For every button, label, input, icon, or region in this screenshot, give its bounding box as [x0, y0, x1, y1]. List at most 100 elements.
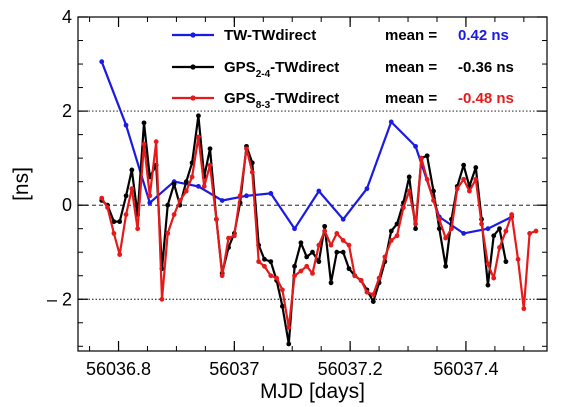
legend-marker	[190, 32, 196, 38]
data-point	[117, 219, 123, 225]
data-point	[256, 259, 262, 265]
series-layer	[99, 59, 539, 347]
data-point	[431, 188, 436, 194]
data-point	[443, 263, 449, 269]
data-point	[268, 259, 274, 265]
data-point	[388, 238, 394, 243]
series-line	[100, 61, 513, 235]
series-line	[101, 114, 507, 345]
x-axis-title: MJD [days]	[260, 380, 365, 403]
tick-labels: 56036.8 56037 56037.2 56037.4 – 2 0 2 4	[47, 7, 499, 379]
data-point	[129, 167, 135, 173]
data-point	[196, 134, 201, 140]
data-point	[413, 143, 418, 149]
data-point	[376, 275, 382, 281]
data-point	[147, 193, 153, 199]
data-point	[159, 296, 165, 302]
data-point	[497, 245, 502, 250]
data-point	[231, 233, 237, 239]
legend-series-label: TW-TWdirect	[224, 27, 316, 44]
data-point	[196, 183, 201, 189]
data-point	[509, 212, 515, 217]
legend-series-label: GPS2-4-TWdirect	[224, 59, 339, 80]
data-point	[413, 221, 418, 227]
gridlines	[78, 110, 547, 300]
data-point	[515, 256, 521, 262]
data-point	[328, 242, 334, 248]
data-point	[346, 266, 352, 272]
data-point	[274, 275, 280, 281]
data-point	[123, 193, 129, 199]
data-point	[99, 59, 105, 65]
data-point	[364, 289, 370, 295]
data-point	[491, 233, 497, 239]
y-tick-label: 0	[62, 195, 72, 215]
data-point	[117, 252, 123, 257]
plot-frame	[77, 16, 548, 352]
data-point	[388, 119, 394, 125]
data-point	[449, 226, 454, 232]
data-point	[219, 273, 225, 279]
data-point	[141, 141, 147, 147]
data-point	[189, 174, 195, 180]
data-point	[207, 162, 213, 168]
data-point	[123, 122, 129, 128]
data-point	[497, 226, 502, 232]
data-point	[340, 249, 346, 255]
data-point	[268, 273, 274, 279]
data-point	[521, 306, 527, 312]
data-point	[268, 191, 274, 196]
data-point	[310, 270, 315, 276]
data-point	[237, 193, 243, 199]
data-point	[105, 205, 110, 210]
data-point	[111, 230, 117, 236]
data-point	[340, 216, 346, 222]
data-point	[479, 221, 484, 227]
data-point	[262, 263, 267, 269]
data-point	[503, 259, 509, 265]
data-point	[244, 193, 249, 199]
y-tick-label: – 2	[47, 289, 72, 309]
x-tick-label: 56037	[209, 359, 259, 379]
data-point	[394, 221, 400, 227]
data-point	[207, 146, 213, 152]
legend-mean-label: mean =	[385, 27, 437, 44]
data-point	[334, 230, 340, 236]
data-point	[129, 186, 135, 192]
data-point	[527, 230, 533, 236]
x-tick-label: 56037.2	[318, 359, 383, 379]
data-point	[406, 188, 412, 194]
data-point	[183, 179, 189, 185]
data-point	[286, 341, 292, 347]
data-point	[244, 146, 249, 152]
data-point	[340, 238, 346, 243]
data-point	[461, 162, 467, 168]
data-point	[382, 254, 388, 260]
data-point	[111, 219, 117, 225]
y-tick-label: 4	[62, 7, 72, 27]
data-point	[262, 256, 267, 262]
legend-marker	[190, 64, 196, 70]
data-point	[298, 268, 304, 274]
data-point	[467, 188, 472, 194]
data-point	[310, 249, 315, 255]
data-point	[461, 176, 467, 182]
data-point	[153, 139, 159, 145]
data-point	[503, 228, 509, 234]
data-point	[346, 242, 352, 248]
data-point	[533, 228, 539, 234]
data-point	[436, 226, 442, 232]
data-point	[201, 183, 207, 189]
data-point	[249, 169, 255, 175]
data-point	[352, 273, 358, 279]
data-point	[99, 195, 105, 201]
data-point	[388, 228, 394, 234]
data-point	[316, 259, 322, 265]
x-tick-label: 56037.4	[433, 359, 498, 379]
legend-mean-value: -0.48 ns	[458, 90, 514, 107]
data-point	[413, 226, 418, 232]
data-point	[123, 212, 129, 217]
data-point	[226, 235, 231, 241]
